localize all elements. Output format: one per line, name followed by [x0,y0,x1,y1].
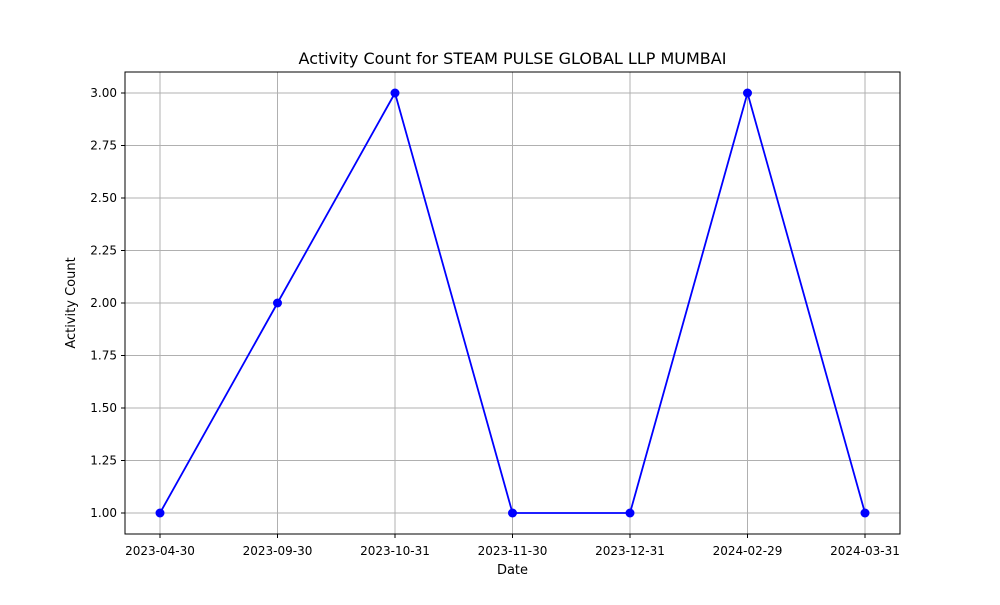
data-point [155,508,165,518]
x-tick-label: 2023-12-31 [595,544,665,558]
x-tick-label: 2023-11-30 [478,544,548,558]
data-point [390,88,400,98]
chart-title: Activity Count for STEAM PULSE GLOBAL LL… [299,49,727,68]
y-tick-label: 1.50 [90,401,117,415]
y-axis-label: Activity Count [64,257,79,348]
x-axis-ticks: 2023-04-30 2023-09-30 2023-10-31 2023-11-30… [125,534,900,558]
x-tick-label: 2024-03-31 [830,544,900,558]
y-tick-label: 1.00 [90,506,117,520]
y-tick-label: 1.75 [90,349,117,363]
data-point [625,508,635,518]
data-point-layer [155,88,870,518]
data-point [508,508,517,518]
y-tick-label: 3.00 [90,86,117,100]
y-tick-label: 2.75 [90,139,117,153]
y-tick-label: 1.25 [90,454,117,468]
y-tick-label: 2.50 [90,191,117,205]
x-axis-label: Date [497,563,528,578]
data-point [743,88,752,98]
x-tick-label: 2023-04-30 [125,544,195,558]
y-tick-label: 2.25 [90,244,117,258]
data-point [860,508,870,518]
x-tick-label: 2024-02-29 [713,544,783,558]
x-tick-label: 2023-09-30 [243,544,313,558]
data-point [273,298,282,308]
x-tick-label: 2023-10-31 [360,544,430,558]
grid-lines [125,72,900,534]
y-tick-label: 2.00 [90,296,117,310]
y-axis-ticks: 1.00 1.25 1.50 1.75 2.00 2.25 2.50 2.75 3.00 [90,86,125,520]
